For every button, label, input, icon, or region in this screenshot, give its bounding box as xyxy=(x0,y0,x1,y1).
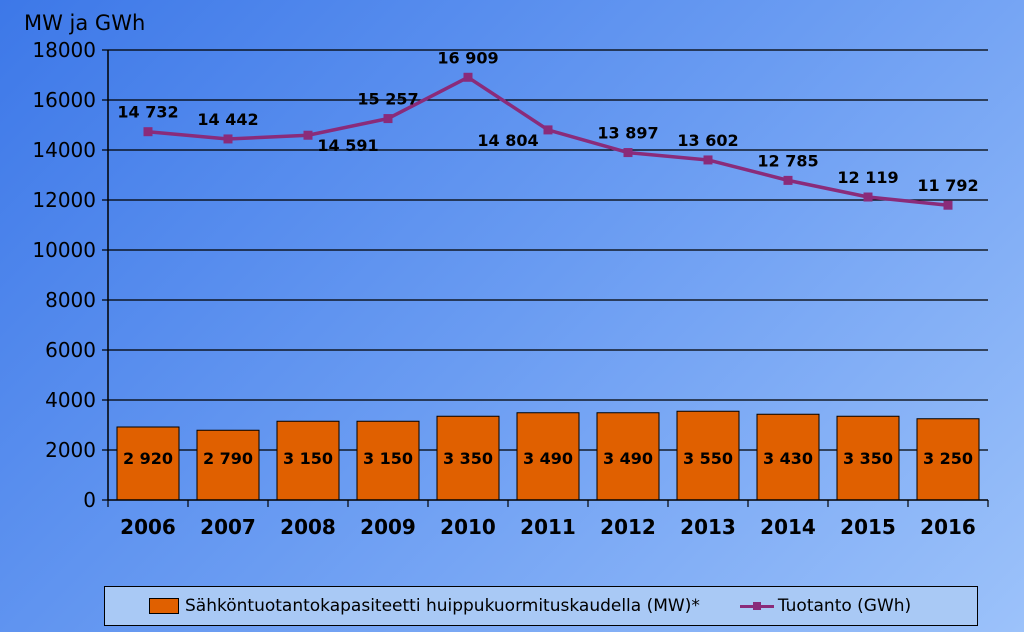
line-marker xyxy=(703,155,713,165)
bar-value-label: 3 430 xyxy=(763,449,813,468)
y-axis-title: MW ja GWh xyxy=(24,11,145,35)
bar xyxy=(676,410,740,501)
line-marker xyxy=(383,114,393,124)
legend-label-capacity: Sähköntuotantokapasiteetti huippukuormit… xyxy=(185,596,700,616)
line-value-label: 13 897 xyxy=(597,124,658,143)
legend-label-production: Tuotanto (GWh) xyxy=(777,596,912,616)
line-marker xyxy=(543,125,553,135)
line-marker xyxy=(143,127,153,137)
x-tick-label: 2010 xyxy=(440,515,496,539)
axes: 0 2000 4000 6000 8000 10000 12000 14000 16000 180… xyxy=(32,38,989,539)
y-tick-label: 2000 xyxy=(45,438,96,462)
line-marker xyxy=(623,148,633,158)
bar-value-label: 3 150 xyxy=(363,449,413,468)
line-value-label: 14 591 xyxy=(317,136,378,155)
line-value-label: 12 119 xyxy=(837,168,898,187)
y-tick-label: 0 xyxy=(83,488,96,512)
y-tick-label: 8000 xyxy=(45,288,96,312)
gridlines xyxy=(108,49,988,451)
line-marker xyxy=(863,192,873,202)
bar-value-label: 3 350 xyxy=(443,449,493,468)
y-tick-label: 10000 xyxy=(32,238,96,262)
y-tick-label: 12000 xyxy=(32,188,96,212)
y-tick-label: 4000 xyxy=(45,388,96,412)
x-tick-label: 2008 xyxy=(280,515,336,539)
x-tick-label: 2012 xyxy=(600,515,656,539)
x-tick-label: 2011 xyxy=(520,515,576,539)
bar xyxy=(116,426,180,501)
bar-value-label: 3 150 xyxy=(283,449,333,468)
line-series xyxy=(143,72,953,210)
line-value-label: 11 792 xyxy=(917,176,978,195)
y-tick-label: 14000 xyxy=(32,138,96,162)
legend-item-production: Tuotanto (GWh) xyxy=(700,596,911,616)
bar xyxy=(836,415,900,501)
line-marker xyxy=(943,200,953,210)
y-tick-label: 16000 xyxy=(32,88,96,112)
x-tick-label: 2006 xyxy=(120,515,176,539)
line-value-label: 12 785 xyxy=(757,151,818,170)
legend-line-swatch xyxy=(739,599,774,613)
y-tick-label: 18000 xyxy=(32,38,96,62)
x-tick-label: 2009 xyxy=(360,515,416,539)
bar xyxy=(756,413,820,501)
bar-value-label: 2 920 xyxy=(123,449,173,468)
bar-value-label: 3 350 xyxy=(843,449,893,468)
line-marker xyxy=(223,134,233,144)
legend-bar-swatch xyxy=(149,598,179,614)
x-tick-label: 2016 xyxy=(920,515,976,539)
y-tick-label: 6000 xyxy=(45,338,96,362)
line-marker xyxy=(303,130,313,140)
bar xyxy=(516,412,580,501)
bar-value-label: 3 250 xyxy=(923,449,973,468)
bar xyxy=(916,418,980,501)
legend-item-capacity: Sähköntuotantokapasiteetti huippukuormit… xyxy=(105,596,700,616)
bar-value-label: 3 490 xyxy=(523,449,573,468)
production-line xyxy=(147,75,949,207)
bar-value-label: 3 490 xyxy=(603,449,653,468)
legend: Sähköntuotantokapasiteetti huippukuormit… xyxy=(104,586,978,626)
line-value-label: 16 909 xyxy=(437,48,498,67)
line-value-label: 15 257 xyxy=(357,90,418,109)
x-tick-label: 2013 xyxy=(680,515,736,539)
bar-value-label: 3 550 xyxy=(683,449,733,468)
x-tick-label: 2014 xyxy=(760,515,816,539)
bar xyxy=(596,412,660,501)
x-tick-label: 2007 xyxy=(200,515,256,539)
line-value-label: 14 442 xyxy=(197,110,258,129)
bar-value-label: 2 790 xyxy=(203,449,253,468)
x-tick-label: 2015 xyxy=(840,515,896,539)
line-value-label: 14 804 xyxy=(477,131,538,150)
data-labels: 2 920 2 790 3 150 3 150 3 350 3 490 3 490 3 550… xyxy=(117,48,978,468)
bar-series xyxy=(116,410,980,501)
line-marker xyxy=(783,175,793,185)
line-value-label: 13 602 xyxy=(677,131,738,150)
line-marker xyxy=(463,72,473,82)
line-value-label: 14 732 xyxy=(117,103,178,122)
